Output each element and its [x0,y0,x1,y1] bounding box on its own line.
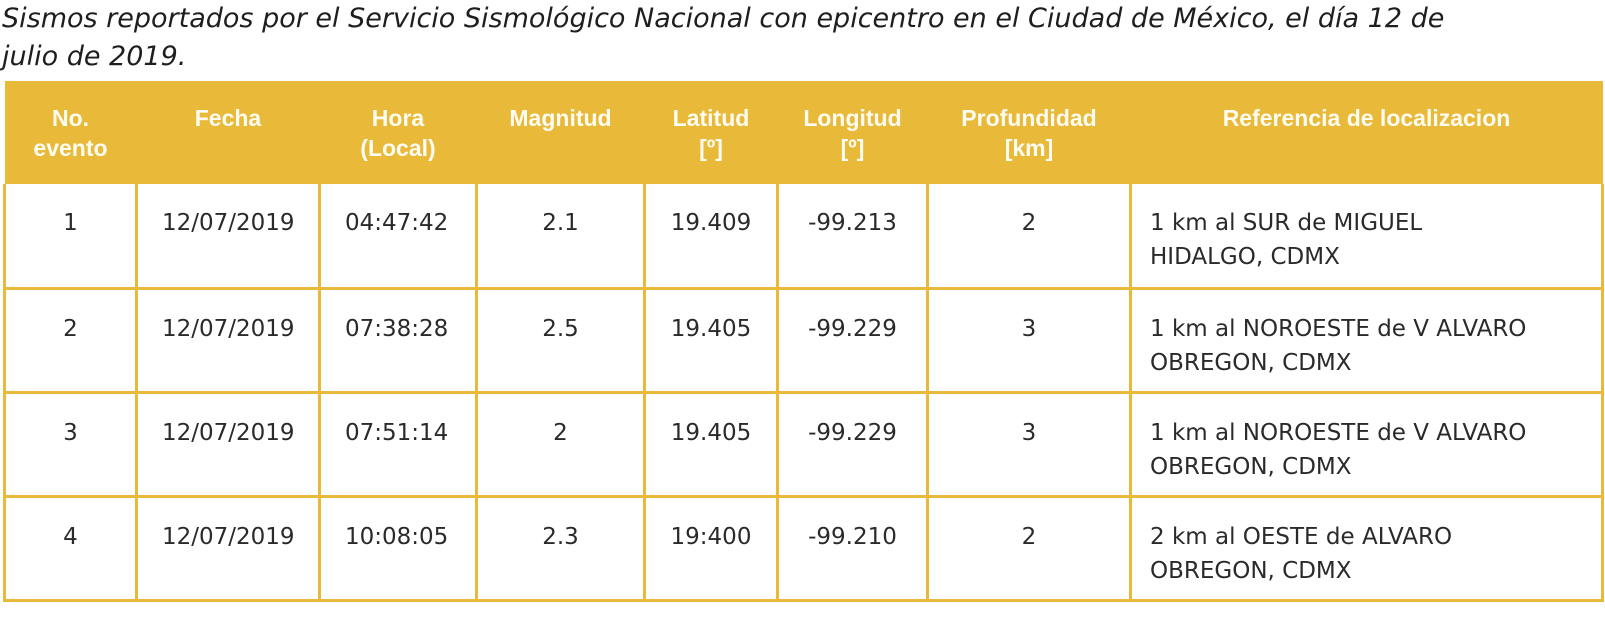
cell-profundidad: 3 [926,390,1132,498]
table-row: 4 12/07/2019 10:08:05 2.3 19:400 -99.210… [3,494,1604,602]
table-body: 1 12/07/2019 04:47:42 2.1 19.409 -99.213… [3,184,1604,602]
cell-hora: 04:47:42 [318,184,478,290]
cell-latitud: 19.409 [643,184,779,290]
header-fecha: Fecha [136,81,320,184]
header-profundidad: Profundidad [km] [927,81,1131,184]
cell-referencia: 1 km al NOROESTE de V ALVARO OBREGON, CDM… [1129,286,1604,394]
header-hora: Hora (Local) [319,81,477,184]
header-label: No. [51,105,90,131]
header-no-evento: No. evento [4,81,137,184]
header-label: evento [33,135,108,161]
header-label: [km] [1004,135,1054,161]
caption-line-1: Sismos reportados por el Servicio Sismol… [2,3,1445,34]
cell-longitud: -99.229 [776,286,929,394]
cell-referencia: 1 km al NOROESTE de V ALVARO OBREGON, CDM… [1129,390,1604,498]
header-row: No. evento Fecha Hora (Local) Magnitud Lat… [4,81,1603,184]
ref-line-2: OBREGON, CDMX [1150,453,1352,480]
cell-no-evento: 1 [3,184,138,290]
ref-line-1: 1 km al NOROESTE de V ALVARO [1150,419,1527,446]
cell-longitud: -99.210 [776,494,929,602]
earthquake-table: No. evento Fecha Hora (Local) Magnitud Lat… [3,81,1604,602]
cell-no-evento: 4 [3,494,138,602]
cell-longitud: -99.213 [776,184,929,290]
cell-no-evento: 2 [3,286,138,394]
table-caption: Sismos reportados por el Servicio Sismol… [2,0,1602,76]
cell-magnitud: 2.5 [475,286,646,394]
header-label: Magnitud [509,105,612,131]
ref-line-2: OBREGON, CDMX [1150,349,1352,376]
header-longitud: Longitud [º] [777,81,928,184]
cell-profundidad: 2 [926,184,1132,290]
ref-line-1: 2 km al OESTE de ALVARO [1150,523,1453,550]
header-label: [º] [699,135,723,161]
cell-magnitud: 2 [475,390,646,498]
table-header: No. evento Fecha Hora (Local) Magnitud Lat… [4,81,1603,184]
ref-line-1: 1 km al SUR de MIGUEL [1150,210,1423,236]
header-label: Latitud [672,105,750,131]
cell-latitud: 19:400 [643,494,779,602]
cell-fecha: 12/07/2019 [135,494,321,602]
cell-fecha: 12/07/2019 [135,390,321,498]
header-referencia: Referencia de localizacion [1130,81,1603,184]
cell-profundidad: 3 [926,286,1132,394]
header-label: Hora [371,105,425,131]
table-row: 1 12/07/2019 04:47:42 2.1 19.409 -99.213… [3,184,1604,290]
ref-line-2: HIDALGO, CDMX [1150,244,1340,270]
ref-line-1: 1 km al NOROESTE de V ALVARO [1150,315,1527,342]
ref-line-2: OBREGON, CDMX [1150,557,1352,584]
cell-fecha: 12/07/2019 [135,184,321,290]
header-label: Longitud [803,105,902,131]
cell-magnitud: 2.3 [475,494,646,602]
cell-profundidad: 2 [926,494,1132,602]
cell-hora: 07:51:14 [318,390,478,498]
cell-referencia: 1 km al SUR de MIGUEL HIDALGO, CDMX [1129,184,1604,290]
header-label: Profundidad [961,105,1097,131]
caption-line-2: julio de 2019. [2,41,187,72]
cell-fecha: 12/07/2019 [135,286,321,394]
cell-no-evento: 3 [3,390,138,498]
cell-latitud: 19.405 [643,390,779,498]
cell-longitud: -99.229 [776,390,929,498]
header-label: Fecha [194,105,262,131]
header-magnitud: Magnitud [476,81,645,184]
header-label: (Local) [360,135,436,161]
cell-hora: 07:38:28 [318,286,478,394]
cell-hora: 10:08:05 [318,494,478,602]
header-label: [º] [840,135,865,161]
cell-latitud: 19.405 [643,286,779,394]
cell-magnitud: 2.1 [475,184,646,290]
header-label: Referencia de localizacion [1222,105,1511,131]
header-latitud: Latitud [º] [644,81,778,184]
cell-referencia: 2 km al OESTE de ALVARO OBREGON, CDMX [1129,494,1604,602]
table-row: 3 12/07/2019 07:51:14 2 19.405 -99.229 3… [3,390,1604,498]
table-row: 2 12/07/2019 07:38:28 2.5 19.405 -99.229… [3,286,1604,394]
